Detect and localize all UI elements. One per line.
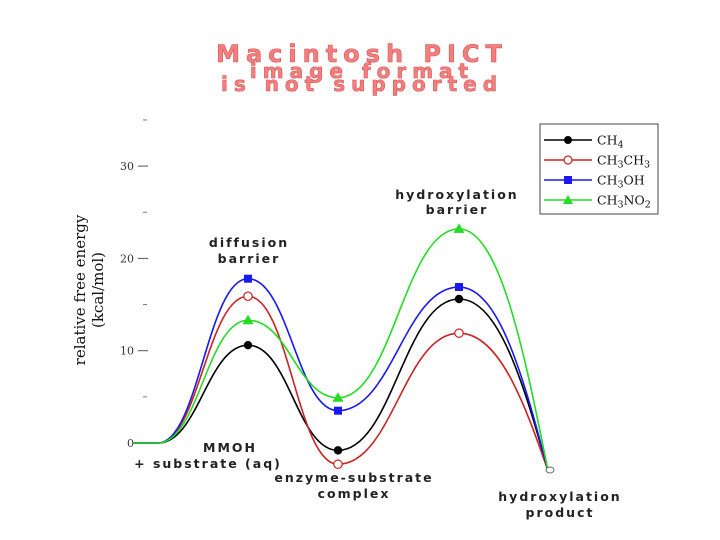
series-markers: [242, 223, 555, 474]
series-curve-ch3no2: [132, 228, 549, 471]
pict-unsupported-banner: Macintosh PICT image format is not suppo…: [216, 40, 508, 97]
stage-annotation-1: barrier: [218, 251, 281, 266]
data-point-ch4-1: [243, 340, 253, 350]
y-axis: 0 10 20 30: [120, 119, 148, 450]
data-point-ch4-2: [333, 446, 343, 455]
series-curve-ch3ch3: [132, 295, 549, 471]
series-curves: [132, 228, 549, 471]
y-tick-label: 0: [127, 437, 134, 450]
series-curve-ch4: [132, 298, 549, 471]
legend-marker: [564, 176, 572, 184]
data-point-ch3oh-2: [334, 406, 342, 415]
product-marker: [545, 466, 555, 474]
data-point-ch3ch3-2: [333, 459, 343, 470]
legend-entry: CH3CH3: [597, 153, 650, 171]
stage-annotation-3: barrier: [426, 202, 489, 217]
legend-entry: CH3OH: [597, 173, 645, 191]
banner-line-1: Macintosh PICT: [216, 40, 508, 68]
data-point-ch3oh-3: [455, 283, 463, 292]
banner-line-2: image format: [250, 59, 474, 83]
y-axis-title-line-2: (kcal/mol): [89, 252, 107, 328]
stage-annotation-0: MMOH: [203, 440, 257, 455]
stage-annotation-2: complex: [318, 486, 391, 501]
legend-marker: [563, 195, 573, 204]
y-tick-label: 10: [120, 345, 134, 358]
legend-marker: [564, 136, 572, 144]
data-point-ch3no2-2: [332, 392, 344, 402]
data-point-ch3ch3-1: [243, 291, 253, 302]
stage-annotation-1: diffusion: [209, 235, 289, 250]
legend: CH4 CH3CH3 CH3OH CH3NO2: [539, 123, 659, 215]
stage-annotation-4: product: [526, 505, 595, 520]
series-curve-ch3oh: [132, 277, 549, 471]
data-point-ch3no2-3: [453, 223, 465, 233]
y-tick-label: 30: [120, 160, 134, 173]
data-point-ch4-3: [454, 294, 464, 304]
data-point-ch3no2-1: [242, 314, 254, 325]
banner-line-3: is not supported: [221, 72, 503, 96]
stage-annotation-4: hydroxylation: [498, 489, 621, 504]
stage-annotations: MMOH+ substrate (aq)diffusionbarrierenzy…: [134, 187, 621, 520]
legend-entry: CH4: [597, 133, 624, 151]
stage-annotation-0: + substrate (aq): [134, 456, 282, 471]
stage-annotation-2: enzyme-substrate: [274, 470, 433, 485]
y-tick-label: 20: [120, 252, 134, 265]
y-axis-title: relative free energy (kcal/mol): [71, 214, 107, 365]
y-axis-title-line-1: relative free energy: [71, 214, 89, 365]
legend-marker: [563, 155, 573, 165]
data-point-ch3ch3-3: [454, 328, 464, 338]
legend-box: [539, 123, 659, 215]
legend-entry: CH3NO2: [597, 193, 651, 211]
stage-annotation-3: hydroxylation: [395, 187, 518, 202]
data-point-ch3oh-1: [244, 274, 252, 283]
